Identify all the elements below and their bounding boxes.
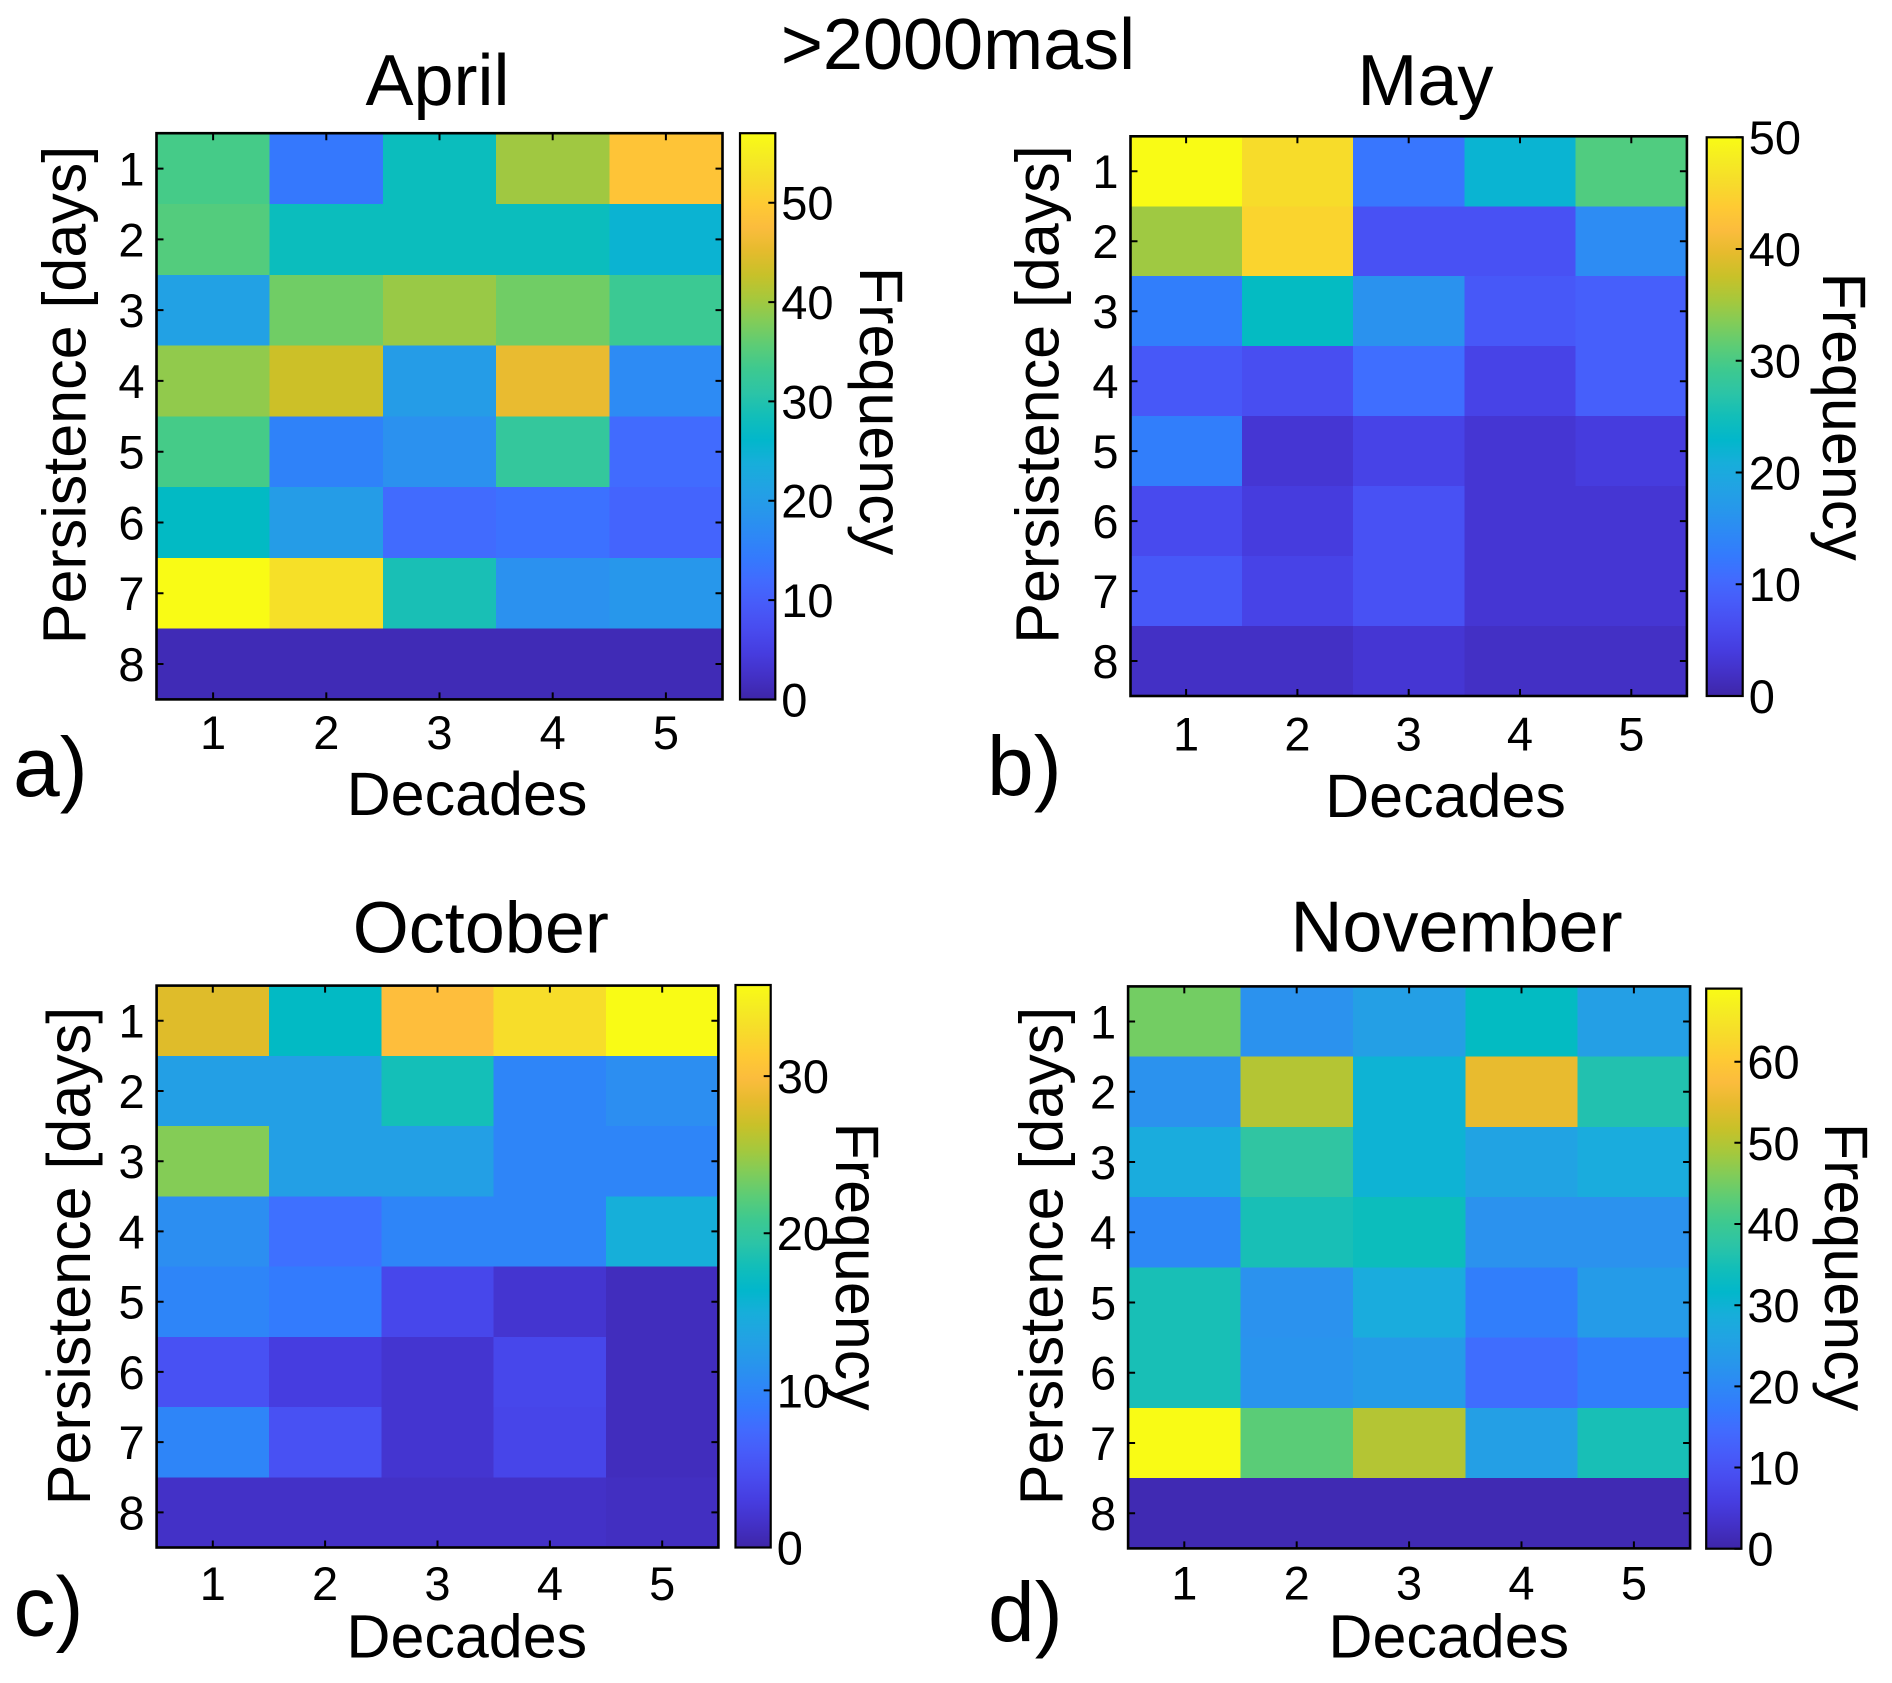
svg-text:Persistence [days]: Persistence [days] xyxy=(31,146,99,644)
svg-text:8: 8 xyxy=(118,638,144,691)
svg-text:2: 2 xyxy=(312,1557,338,1610)
svg-text:4: 4 xyxy=(118,1205,144,1258)
svg-text:d): d) xyxy=(988,1565,1063,1659)
svg-text:6: 6 xyxy=(118,1346,144,1399)
svg-text:3: 3 xyxy=(1090,1136,1116,1189)
svg-text:5: 5 xyxy=(653,706,679,759)
svg-text:3: 3 xyxy=(1092,285,1118,338)
svg-text:October: October xyxy=(353,889,609,969)
svg-text:40: 40 xyxy=(781,276,833,329)
svg-text:Decades: Decades xyxy=(1325,762,1566,830)
svg-text:0: 0 xyxy=(781,673,807,726)
svg-text:8: 8 xyxy=(1090,1487,1116,1540)
svg-text:30: 30 xyxy=(781,375,833,428)
svg-text:3: 3 xyxy=(426,706,452,759)
svg-text:Decades: Decades xyxy=(1328,1603,1569,1671)
svg-text:6: 6 xyxy=(1092,495,1118,548)
svg-text:c): c) xyxy=(14,1560,84,1654)
svg-text:1: 1 xyxy=(1171,1557,1197,1610)
svg-text:5: 5 xyxy=(1092,425,1118,478)
svg-text:4: 4 xyxy=(537,1557,563,1610)
svg-text:4: 4 xyxy=(118,355,144,408)
svg-text:0: 0 xyxy=(1747,1523,1773,1576)
svg-text:20: 20 xyxy=(781,475,833,528)
svg-text:20: 20 xyxy=(1747,1360,1799,1413)
svg-text:20: 20 xyxy=(777,1207,829,1260)
svg-text:Decades: Decades xyxy=(347,760,588,828)
svg-text:2: 2 xyxy=(118,1065,144,1118)
svg-text:2: 2 xyxy=(1092,215,1118,268)
svg-text:7: 7 xyxy=(118,1416,144,1469)
svg-text:3: 3 xyxy=(424,1557,450,1610)
svg-text:a): a) xyxy=(13,720,88,814)
svg-text:0: 0 xyxy=(777,1521,803,1574)
svg-text:5: 5 xyxy=(118,426,144,479)
svg-text:2: 2 xyxy=(1284,1557,1310,1610)
svg-text:50: 50 xyxy=(1747,1117,1799,1170)
svg-text:Persistence [days]: Persistence [days] xyxy=(35,1007,103,1505)
svg-text:2: 2 xyxy=(1090,1066,1116,1119)
svg-text:1: 1 xyxy=(1173,708,1199,761)
svg-text:7: 7 xyxy=(1090,1417,1116,1470)
svg-text:5: 5 xyxy=(1618,708,1644,761)
svg-text:6: 6 xyxy=(1090,1347,1116,1400)
svg-text:Frequency: Frequency xyxy=(847,267,915,556)
svg-text:3: 3 xyxy=(1396,1557,1422,1610)
svg-text:>2000masl: >2000masl xyxy=(781,5,1135,85)
svg-text:b): b) xyxy=(987,719,1062,813)
svg-text:Persistence [days]: Persistence [days] xyxy=(1008,1007,1076,1505)
svg-text:4: 4 xyxy=(1090,1206,1116,1259)
svg-text:30: 30 xyxy=(777,1050,829,1103)
svg-text:6: 6 xyxy=(118,496,144,549)
svg-text:November: November xyxy=(1290,887,1622,967)
svg-text:1: 1 xyxy=(118,995,144,1048)
svg-text:3: 3 xyxy=(1396,708,1422,761)
svg-text:8: 8 xyxy=(1092,635,1118,688)
svg-text:Persistence [days]: Persistence [days] xyxy=(1004,145,1072,643)
svg-text:5: 5 xyxy=(649,1557,675,1610)
svg-text:4: 4 xyxy=(1508,1557,1534,1610)
svg-text:7: 7 xyxy=(118,567,144,620)
svg-text:2: 2 xyxy=(1284,708,1310,761)
svg-text:Decades: Decades xyxy=(346,1603,587,1671)
svg-text:5: 5 xyxy=(1621,1557,1647,1610)
svg-text:1: 1 xyxy=(1092,145,1118,198)
svg-text:1: 1 xyxy=(200,1557,226,1610)
svg-text:4: 4 xyxy=(1507,708,1533,761)
svg-text:30: 30 xyxy=(1747,1279,1799,1332)
svg-text:4: 4 xyxy=(540,706,566,759)
svg-text:50: 50 xyxy=(781,177,833,230)
svg-text:Frequency: Frequency xyxy=(1810,272,1878,561)
svg-text:2: 2 xyxy=(313,706,339,759)
svg-text:5: 5 xyxy=(118,1276,144,1329)
svg-text:7: 7 xyxy=(1092,565,1118,618)
svg-text:20: 20 xyxy=(1749,446,1801,499)
svg-text:Frequency: Frequency xyxy=(823,1122,891,1411)
svg-text:1: 1 xyxy=(1090,995,1116,1048)
svg-text:60: 60 xyxy=(1747,1036,1799,1089)
svg-text:Frequency: Frequency xyxy=(1812,1123,1880,1412)
svg-text:1: 1 xyxy=(118,143,144,196)
svg-text:10: 10 xyxy=(781,574,833,627)
svg-text:10: 10 xyxy=(777,1364,829,1417)
svg-text:40: 40 xyxy=(1749,223,1801,276)
svg-text:4: 4 xyxy=(1092,355,1118,408)
svg-text:0: 0 xyxy=(1749,670,1775,723)
svg-text:10: 10 xyxy=(1749,558,1801,611)
svg-text:3: 3 xyxy=(118,1135,144,1188)
svg-text:May: May xyxy=(1357,41,1493,121)
svg-text:5: 5 xyxy=(1090,1276,1116,1329)
svg-text:30: 30 xyxy=(1749,335,1801,388)
svg-text:3: 3 xyxy=(118,284,144,337)
svg-text:2: 2 xyxy=(118,213,144,266)
svg-text:40: 40 xyxy=(1747,1198,1799,1251)
svg-text:10: 10 xyxy=(1747,1441,1799,1494)
svg-text:8: 8 xyxy=(118,1486,144,1539)
svg-text:1: 1 xyxy=(200,706,226,759)
svg-text:50: 50 xyxy=(1749,111,1801,164)
svg-text:April: April xyxy=(365,41,509,121)
